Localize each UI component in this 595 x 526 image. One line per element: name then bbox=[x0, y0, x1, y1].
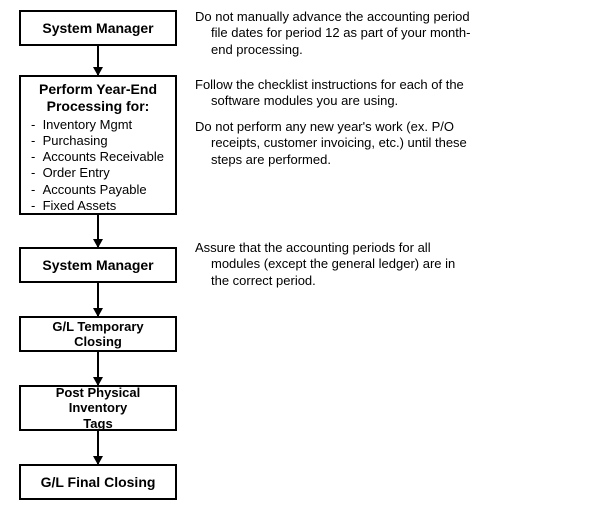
note-accounting-periods: Assure that the accounting periods for a… bbox=[195, 240, 485, 289]
module-item: - Purchasing bbox=[27, 133, 169, 149]
step-label: Post Physical Inventory Tags bbox=[27, 385, 169, 432]
arrow-4 bbox=[97, 352, 99, 385]
step-gl-final-closing: G/L Final Closing bbox=[19, 464, 177, 500]
module-item: - Accounts Payable bbox=[27, 182, 169, 198]
module-item: - Inventory Mgmt bbox=[27, 117, 169, 133]
arrow-2 bbox=[97, 215, 99, 247]
step-gl-temporary-closing: G/L Temporary Closing bbox=[19, 316, 177, 352]
step-system-manager-2: System Manager bbox=[19, 247, 177, 283]
note-period-12: Do not manually advance the accounting p… bbox=[195, 9, 485, 58]
flowchart-canvas: System Manager Perform Year-End Processi… bbox=[0, 0, 595, 526]
step-label: System Manager bbox=[42, 257, 153, 273]
arrow-5 bbox=[97, 431, 99, 464]
step-label: G/L Final Closing bbox=[41, 474, 156, 490]
module-item: - Order Entry bbox=[27, 165, 169, 181]
step-system-manager-1: System Manager bbox=[19, 10, 177, 46]
module-list: - Inventory Mgmt - Purchasing - Accounts… bbox=[27, 117, 169, 215]
arrow-1 bbox=[97, 46, 99, 75]
note-no-new-year-work: Do not perform any new year's work (ex. … bbox=[195, 119, 485, 168]
arrow-3 bbox=[97, 283, 99, 316]
note-checklist: Follow the checklist instructions for ea… bbox=[195, 77, 485, 110]
step-label: System Manager bbox=[42, 20, 153, 36]
step-title: Perform Year-End Processing for: bbox=[39, 81, 157, 115]
module-item: - Accounts Receivable bbox=[27, 149, 169, 165]
step-label: G/L Temporary Closing bbox=[27, 319, 169, 349]
step-post-physical-inventory: Post Physical Inventory Tags bbox=[19, 385, 177, 431]
step-year-end-processing: Perform Year-End Processing for: - Inven… bbox=[19, 75, 177, 215]
module-item: - Fixed Assets bbox=[27, 198, 169, 214]
